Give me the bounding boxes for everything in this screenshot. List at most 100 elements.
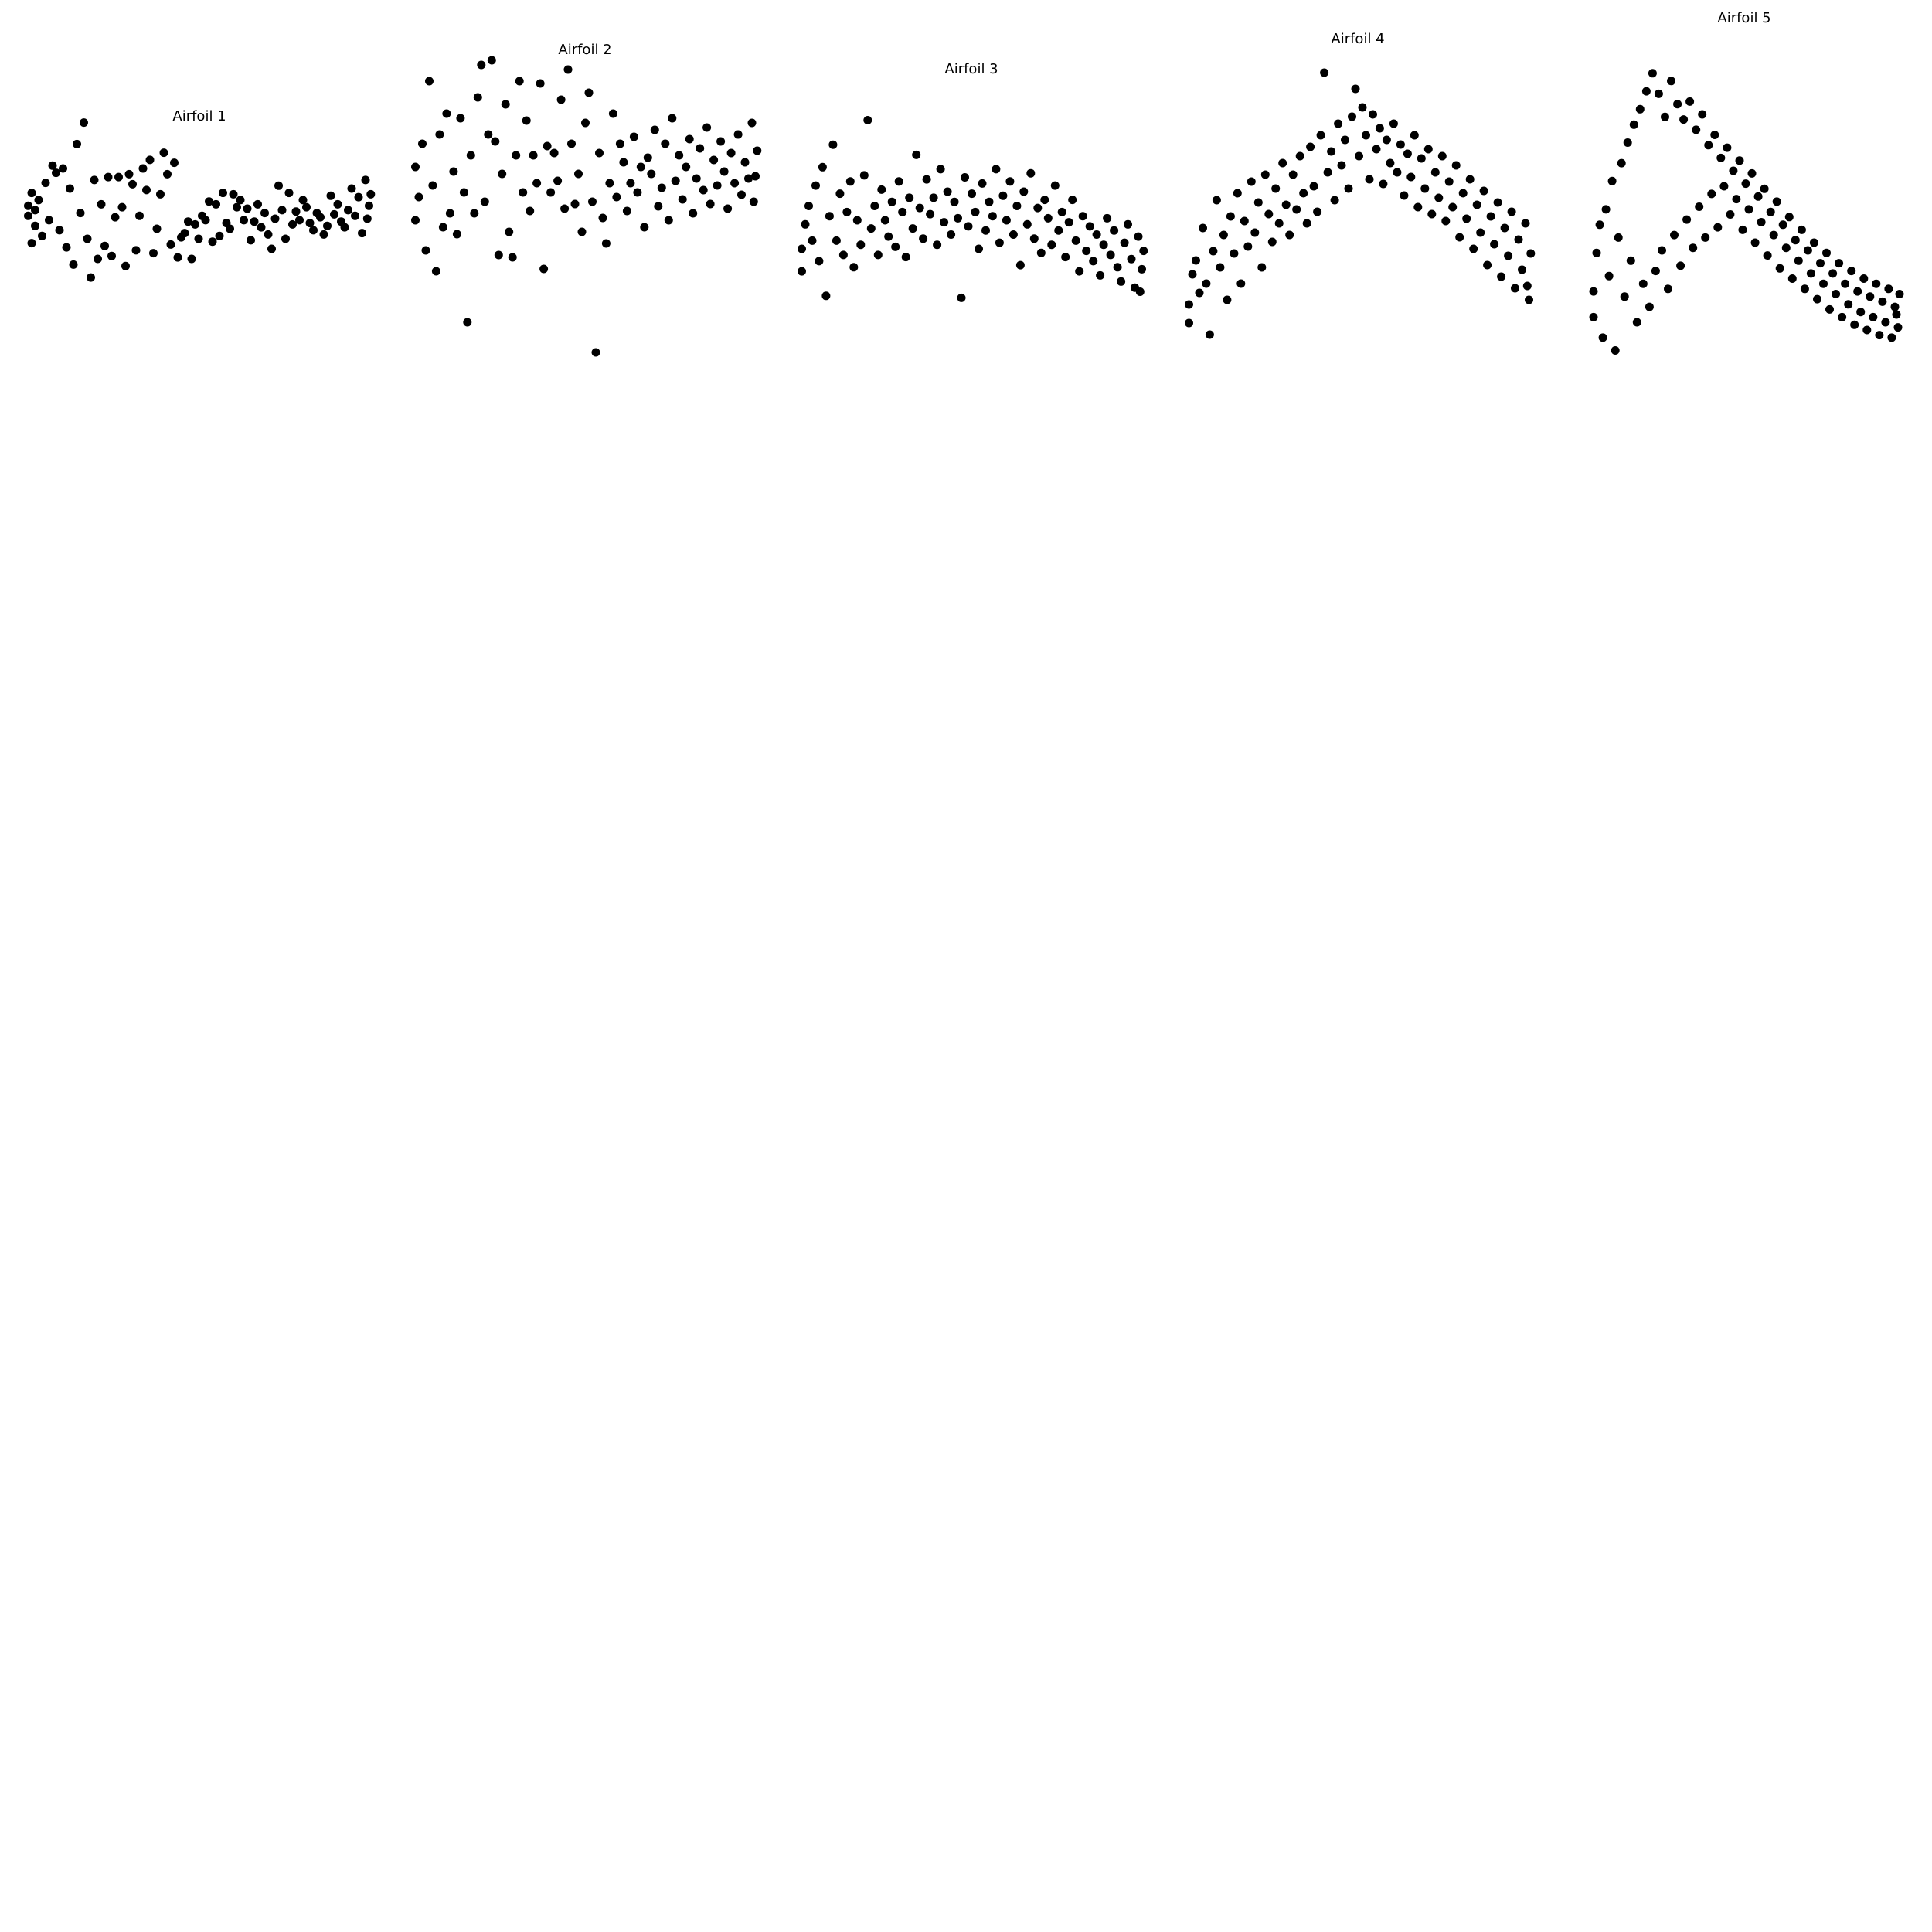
scatter-point bbox=[549, 148, 559, 158]
scatter-point bbox=[1838, 312, 1847, 321]
scatter-point bbox=[1103, 213, 1112, 223]
scatter-point bbox=[114, 172, 123, 182]
scatter-point bbox=[1389, 119, 1398, 128]
scatter-points-airfoil-2 bbox=[411, 56, 762, 357]
scatter-point bbox=[456, 114, 465, 123]
scatter-point bbox=[1040, 196, 1049, 205]
scatter-point bbox=[1797, 225, 1806, 234]
scatter-point bbox=[83, 234, 92, 243]
scatter-point bbox=[730, 179, 740, 188]
scatter-point bbox=[1358, 103, 1367, 112]
scatter-point bbox=[1120, 238, 1129, 247]
scatter-point bbox=[1822, 248, 1831, 257]
scatter-point bbox=[1620, 292, 1629, 301]
scatter-point bbox=[1216, 263, 1225, 272]
scatter-point bbox=[1497, 272, 1506, 281]
scatter-point bbox=[1309, 182, 1318, 191]
scatter-point bbox=[107, 251, 116, 260]
scatter-point bbox=[1878, 297, 1887, 306]
scatter-point bbox=[498, 169, 507, 179]
scatter-point bbox=[1645, 302, 1654, 311]
scatter-point bbox=[1890, 302, 1900, 311]
scatter-point bbox=[435, 130, 444, 139]
scatter-point bbox=[1410, 131, 1419, 140]
scatter-point bbox=[1819, 279, 1828, 288]
scatter-point bbox=[425, 77, 434, 86]
scatter-point bbox=[191, 219, 199, 229]
scatter-point bbox=[1809, 238, 1818, 247]
scatter-point bbox=[1828, 269, 1838, 278]
scatter-point bbox=[919, 234, 928, 243]
scatter-point bbox=[1362, 131, 1370, 140]
scatter-point bbox=[887, 197, 896, 206]
scatter-point bbox=[1483, 260, 1492, 270]
scatter-point bbox=[1869, 312, 1878, 321]
scatter-point bbox=[323, 221, 332, 230]
scatter-point bbox=[1212, 196, 1221, 205]
scatter-point bbox=[685, 134, 694, 144]
scatter-point bbox=[104, 172, 113, 182]
scatter-point bbox=[1747, 168, 1757, 178]
scatter-point bbox=[1518, 265, 1526, 274]
scatter-point bbox=[414, 192, 423, 202]
scatter-point bbox=[253, 199, 262, 209]
scatter-point bbox=[866, 224, 876, 233]
scatter-point bbox=[1106, 250, 1115, 260]
scatter-point bbox=[1451, 161, 1461, 170]
scatter-point bbox=[1732, 195, 1741, 204]
scatter-point bbox=[1661, 112, 1669, 121]
scatter-point bbox=[598, 213, 607, 223]
scatter-point bbox=[38, 231, 46, 240]
scatter-point bbox=[1135, 287, 1145, 296]
scatter-point bbox=[849, 263, 859, 272]
scatter-point bbox=[319, 230, 328, 239]
scatter-point bbox=[543, 141, 552, 151]
scatter-point bbox=[553, 176, 563, 185]
scatter-point bbox=[1872, 279, 1881, 288]
scatter-point bbox=[1420, 184, 1430, 193]
scatter-point bbox=[1427, 209, 1437, 219]
scatter-point bbox=[505, 227, 514, 236]
scatter-point bbox=[737, 190, 746, 199]
scatter-point bbox=[1862, 325, 1872, 335]
scatter-point bbox=[526, 206, 535, 216]
scatter-point bbox=[1029, 234, 1039, 243]
scatter-point bbox=[1719, 182, 1729, 191]
scatter-point bbox=[163, 169, 172, 179]
scatter-point bbox=[1043, 213, 1053, 223]
scatter-point bbox=[1887, 333, 1896, 342]
scatter-point bbox=[1726, 210, 1735, 219]
scatter-point bbox=[744, 174, 753, 183]
scatter-point bbox=[284, 189, 294, 198]
scatter-point bbox=[1490, 240, 1499, 249]
scatter-point bbox=[747, 118, 757, 128]
scatter-point bbox=[1233, 189, 1242, 198]
scatter-point bbox=[1651, 267, 1660, 276]
scatter-point bbox=[936, 165, 945, 174]
panel-airfoil-4: Airfoil 4 bbox=[1185, 31, 1536, 339]
scatter-point bbox=[1209, 247, 1218, 256]
scatter-point bbox=[201, 216, 210, 225]
scatter-point bbox=[1592, 248, 1601, 257]
scatter-point bbox=[1472, 200, 1481, 209]
scatter-point bbox=[1679, 115, 1689, 124]
scatter-point bbox=[519, 188, 528, 197]
scatter-point bbox=[1832, 290, 1841, 298]
scatter-point bbox=[1670, 230, 1679, 240]
scatter-point bbox=[131, 246, 141, 255]
scatter-point bbox=[539, 264, 549, 274]
scatter-point bbox=[233, 202, 241, 212]
scatter-point bbox=[1514, 235, 1523, 244]
scatter-point bbox=[985, 197, 994, 206]
scatter-point bbox=[1015, 260, 1025, 270]
scatter-point bbox=[1379, 179, 1388, 189]
scatter-point bbox=[1766, 207, 1775, 216]
scatter-point bbox=[1462, 214, 1471, 223]
scatter-point bbox=[1757, 218, 1766, 226]
scatter-point bbox=[943, 187, 952, 196]
scatter-point bbox=[1486, 212, 1495, 221]
scatter-point bbox=[452, 230, 461, 239]
scatter-point bbox=[128, 179, 137, 189]
scatter-point bbox=[257, 223, 266, 232]
scatter-point bbox=[1729, 166, 1738, 175]
